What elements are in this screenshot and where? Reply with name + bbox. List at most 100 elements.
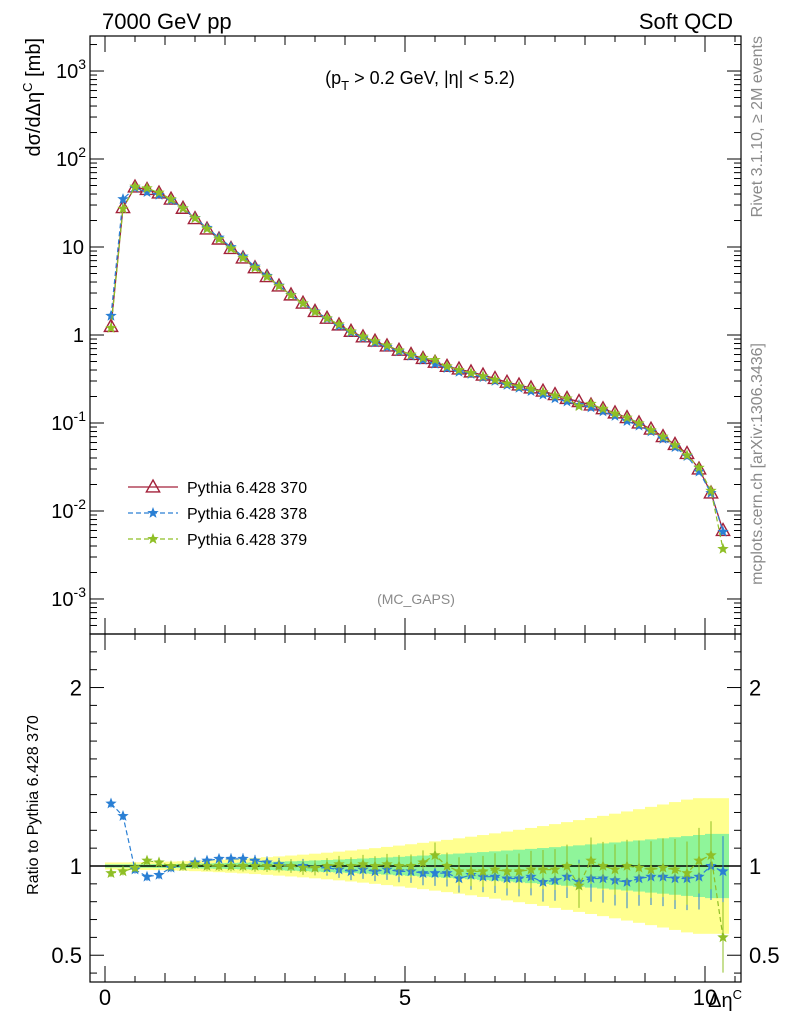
data-point	[465, 367, 477, 378]
watermark: (MC_GAPS)	[377, 591, 455, 607]
y-tick-label: 10-1	[51, 408, 86, 435]
y-tick-label: 10	[62, 237, 84, 259]
legend: Pythia 6.428 370 Pythia 6.428 378 Pythia 6…	[128, 478, 307, 549]
data-point	[705, 484, 717, 496]
data-point	[309, 305, 321, 317]
data-point	[273, 280, 285, 291]
y-tick-label: 10-3	[51, 584, 86, 611]
series-line	[110, 186, 724, 550]
data-point	[261, 270, 273, 282]
data-point	[657, 430, 669, 442]
ratio-series-line	[110, 854, 724, 938]
data-point	[141, 186, 153, 197]
data-point	[573, 400, 585, 412]
ratio-data-point	[105, 797, 117, 809]
data-point	[177, 202, 189, 214]
data-point	[213, 233, 225, 244]
ratio-data-point	[237, 860, 249, 871]
data-point	[501, 377, 513, 389]
data-point	[201, 222, 213, 234]
ratio-series-2	[105, 821, 729, 973]
ratio-data-point	[561, 860, 573, 871]
ratio-data-point	[225, 852, 237, 864]
data-point	[189, 212, 201, 224]
ratio-y-tick-label-right: 0.5	[749, 943, 780, 968]
ratio-data-point	[429, 849, 441, 861]
data-point	[717, 543, 729, 554]
ratio-data-point	[633, 861, 645, 873]
data-point	[357, 330, 369, 342]
data-point	[475, 366, 491, 381]
data-point	[285, 289, 297, 300]
ratio-data-point	[201, 860, 213, 871]
data-point	[225, 242, 237, 254]
y-tick-label: 1	[73, 325, 84, 347]
ratio-data-point	[453, 865, 465, 877]
ratio-data-point	[105, 867, 117, 878]
series-3	[105, 180, 729, 554]
ratio-data-point	[237, 852, 249, 864]
ratio-data-point	[705, 849, 717, 861]
data-point	[525, 382, 537, 394]
ratio-data-point	[573, 879, 585, 891]
data-point	[321, 312, 333, 324]
legend-marker	[145, 478, 161, 493]
data-point	[237, 252, 249, 263]
y-tick-label: 103	[56, 56, 86, 83]
x-tick-label: 0	[99, 985, 111, 1010]
ratio-y-tick-label: 1	[70, 854, 82, 879]
side-label-mcplots: mcplots.cern.ch [arXiv:1306.3436]	[749, 343, 766, 585]
ratio-data-point	[213, 860, 225, 871]
ratio-frame	[89, 633, 742, 983]
x-axis-label: ΔηC	[708, 987, 742, 1012]
legend-label: Pythia 6.428 370	[187, 480, 307, 497]
data-point	[153, 186, 165, 198]
ratio-series-line	[110, 803, 724, 883]
ratio-y-tick-label-right: 1	[749, 854, 761, 879]
data-point	[463, 363, 479, 378]
ratio-data-point	[621, 860, 633, 871]
data-point	[537, 386, 549, 397]
ratio-data-point	[693, 854, 705, 866]
ratio-data-point	[501, 865, 513, 877]
data-point	[693, 461, 705, 473]
data-point	[369, 335, 381, 347]
ratio-data-point	[549, 863, 561, 875]
ratio-data-point	[369, 860, 381, 871]
data-point	[645, 424, 657, 435]
data-point	[633, 417, 645, 429]
data-point	[141, 182, 153, 194]
ratio-y-axis-label: Ratio to Pythia 6.428 370	[25, 715, 42, 895]
ratio-data-point	[717, 865, 729, 877]
data-point	[405, 348, 417, 360]
ratio-y-tick-label-right: 2	[749, 676, 761, 701]
ratio-data-point	[165, 860, 177, 871]
ratio-data-point	[189, 858, 201, 870]
ratio-data-point	[669, 863, 681, 875]
legend-label: Pythia 6.428 378	[187, 506, 307, 523]
header-category: Soft QCD	[639, 9, 733, 34]
header-energy: 7000 GeV pp	[102, 9, 232, 34]
ratio-data-point	[381, 858, 393, 870]
ratio-data-point	[285, 860, 297, 871]
ratio-data-point	[309, 861, 321, 873]
ratio-data-point	[513, 865, 525, 877]
legend-label: Pythia 6.428 379	[187, 532, 307, 549]
ratio-data-point	[321, 860, 333, 871]
data-point	[129, 180, 141, 192]
ratio-data-point	[393, 860, 405, 871]
ratio-data-point	[441, 860, 453, 871]
data-point	[105, 309, 117, 321]
data-point	[549, 389, 561, 401]
y-tick-label: 10-2	[51, 496, 86, 523]
ratio-plot: 0 5 10 0.5 0.5 1 1 2 2	[51, 633, 780, 1010]
ratio-data-point	[489, 863, 501, 875]
data-point	[333, 318, 345, 330]
ratio-data-point	[213, 852, 225, 864]
data-point	[117, 193, 129, 204]
data-point	[297, 297, 309, 309]
ratio-data-point	[177, 860, 189, 871]
x-tick-label: 5	[399, 985, 411, 1010]
data-point	[585, 397, 597, 409]
